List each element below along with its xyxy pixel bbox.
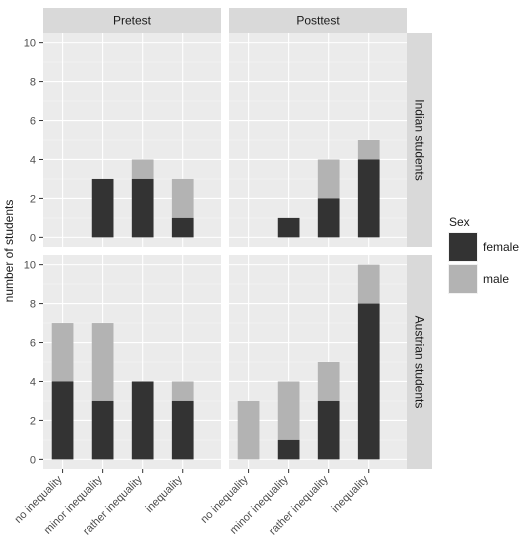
column-strip-label-posttest: Posttest: [296, 14, 340, 28]
bar-female-austrian-students-posttest-minor-inequality: [277, 439, 300, 460]
bar-female-indian-students-pretest-minor-inequality: [91, 178, 114, 238]
bar-female-indian-students-pretest-inequality: [171, 217, 194, 238]
x-tick-label-posttest-inequality: inequality: [329, 473, 371, 515]
legend-swatch-female: [449, 233, 477, 261]
column-strip-posttest: [229, 8, 407, 33]
row-strip-label-austrian-students: Austrian students: [413, 316, 427, 409]
bar-male-austrian-students-pretest-minor-inequality: [91, 323, 114, 401]
bar-male-austrian-students-pretest-inequality: [171, 381, 194, 401]
bar-male-indian-students-posttest-rather-inequality: [317, 159, 340, 199]
bar-female-austrian-students-posttest-rather-inequality: [317, 400, 340, 460]
y-tick-label: 4: [30, 154, 36, 166]
y-tick-label: 0: [30, 454, 36, 466]
panels-layer: [43, 33, 407, 469]
y-tick-label: 0: [30, 232, 36, 244]
bar-female-austrian-students-pretest-no-inequality: [51, 381, 74, 460]
x-tick-label-pretest-inequality: inequality: [143, 473, 185, 515]
bar-male-indian-students-pretest-rather-inequality: [131, 159, 154, 179]
bar-male-indian-students-pretest-inequality: [171, 178, 194, 218]
bar-female-indian-students-posttest-inequality: [357, 159, 380, 238]
row-strip-label-indian-students: Indian students: [413, 99, 427, 180]
row-strip-austrian-students: [407, 255, 432, 469]
bar-female-austrian-students-pretest-minor-inequality: [91, 400, 114, 460]
bar-male-austrian-students-posttest-minor-inequality: [277, 381, 300, 440]
bar-female-indian-students-posttest-minor-inequality: [277, 217, 300, 238]
bar-female-indian-students-pretest-rather-inequality: [131, 178, 154, 238]
legend-swatch-male: [449, 265, 477, 293]
y-tick-label: 6: [30, 338, 36, 350]
bar-male-indian-students-posttest-inequality: [357, 140, 380, 160]
y-tick-label: 2: [30, 415, 36, 427]
column-strip-label-pretest: Pretest: [113, 14, 152, 28]
bar-male-austrian-students-posttest-no-inequality: [237, 400, 260, 460]
legend-title: Sex: [449, 215, 470, 229]
bar-female-austrian-students-posttest-inequality: [357, 303, 380, 460]
y-tick-label: 10: [24, 260, 36, 272]
y-tick-label: 10: [24, 38, 36, 50]
bar-male-austrian-students-posttest-rather-inequality: [317, 362, 340, 401]
y-tick-label: 8: [30, 77, 36, 89]
y-axis-title: number of students: [2, 200, 16, 303]
bar-male-austrian-students-posttest-inequality: [357, 264, 380, 304]
legend-label-male: male: [483, 272, 509, 286]
y-tick-label: 6: [30, 116, 36, 128]
bar-male-austrian-students-pretest-no-inequality: [51, 323, 74, 382]
bar-female-austrian-students-pretest-inequality: [171, 400, 194, 460]
legend: Sex female male: [448, 215, 519, 294]
strips-layer: Indian students Austrian students Pretest P…: [43, 8, 432, 469]
y-tick-label: 2: [30, 193, 36, 205]
legend-label-female: female: [483, 240, 519, 254]
y-tick-label: 4: [30, 376, 36, 388]
bar-female-indian-students-posttest-rather-inequality: [317, 198, 340, 238]
row-strip-indian-students: [407, 33, 432, 247]
bar-female-austrian-students-pretest-rather-inequality: [131, 381, 154, 460]
y-tick-label: 8: [30, 299, 36, 311]
column-strip-pretest: [43, 8, 221, 33]
